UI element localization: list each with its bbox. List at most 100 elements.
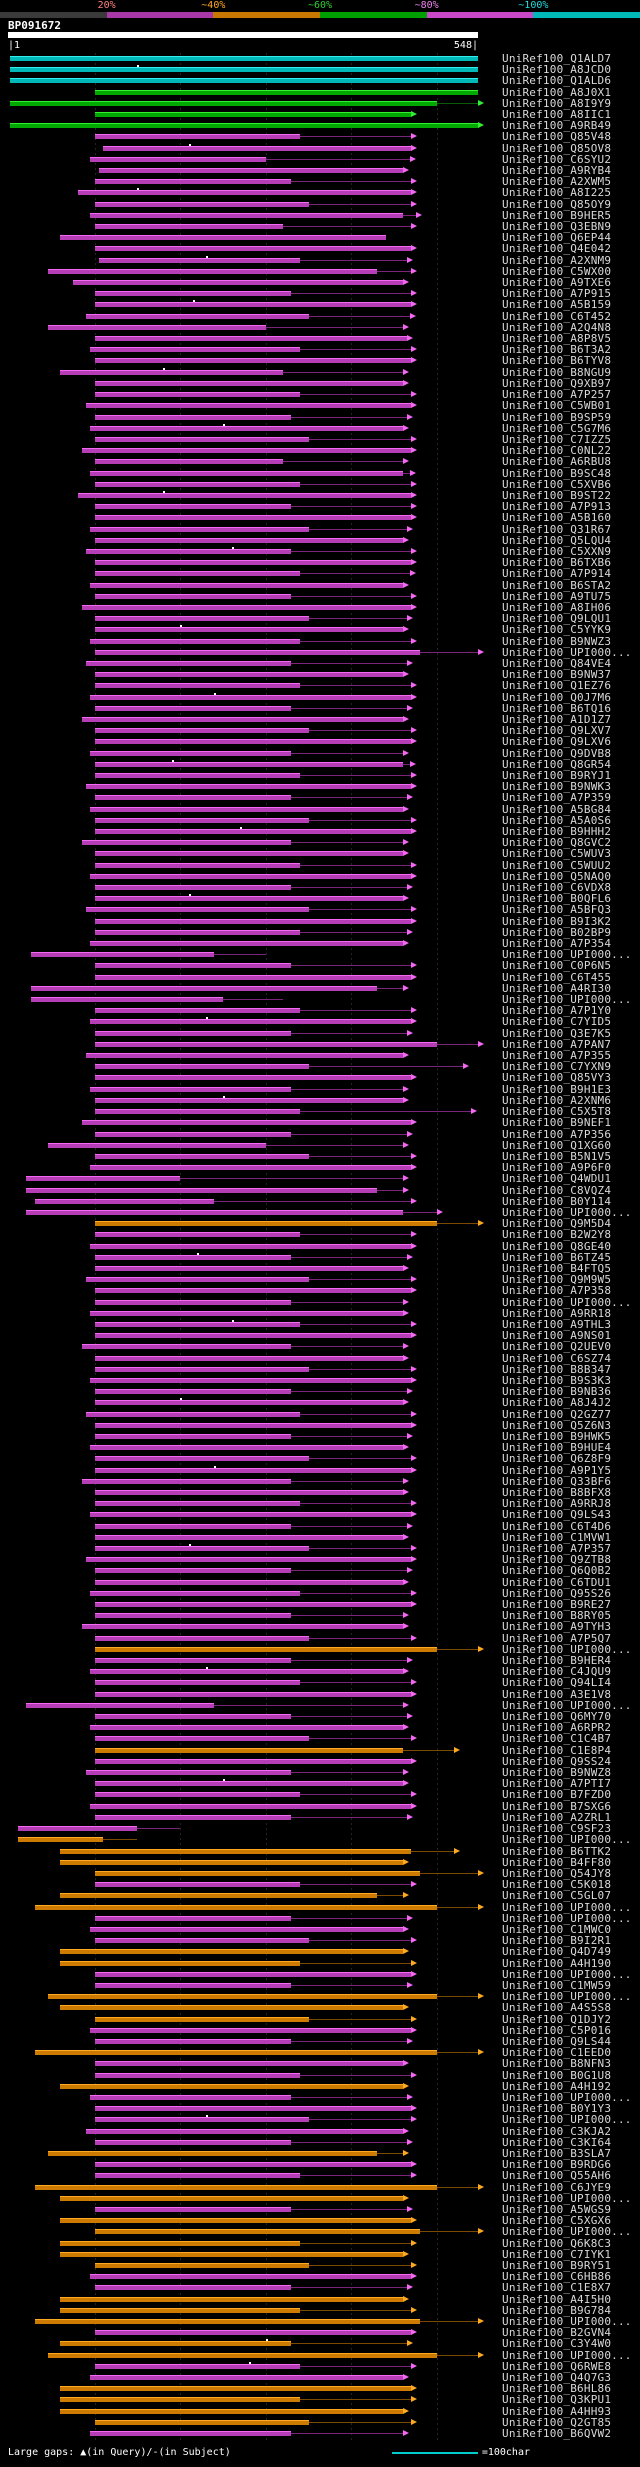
hit-label[interactable]: UniRef100_Q3E7K5 xyxy=(502,1026,612,1040)
hit-label[interactable]: UniRef100_B9HHH2 xyxy=(502,825,612,839)
hit-row[interactable]: UniRef100_A7PTI7 xyxy=(0,1778,640,1789)
hit-row[interactable]: UniRef100_A9RB49 xyxy=(0,120,640,131)
hit-label[interactable]: UniRef100_UPI000... xyxy=(502,2348,632,2362)
hit-label[interactable]: UniRef100_Q84VE4 xyxy=(502,656,612,670)
hit-label[interactable]: UniRef100_A5WGS9 xyxy=(502,2203,612,2216)
hit-label[interactable]: UniRef100_Q55AH6 xyxy=(502,2169,612,2183)
hit-label[interactable]: UniRef100_B0QFL6 xyxy=(502,892,612,906)
hit-row[interactable]: UniRef100_C1C4B7 xyxy=(0,1732,640,1746)
hit-row[interactable]: UniRef100_C5XVB6 xyxy=(0,479,640,490)
hit-label[interactable]: UniRef100_Q5LQU4 xyxy=(502,533,612,547)
hit-label[interactable]: UniRef100_B9SC48 xyxy=(502,466,612,480)
hit-row[interactable]: UniRef100_Q9M5D4 xyxy=(0,1218,640,1229)
hit-row[interactable]: UniRef100_B6TZ45 xyxy=(0,1252,640,1263)
hit-label[interactable]: UniRef100_Q1XG60 xyxy=(502,1138,612,1152)
hit-row[interactable]: UniRef100_A7P356 xyxy=(0,1128,640,1140)
hit-row[interactable]: UniRef100_B9RDG6 xyxy=(0,2159,640,2170)
hit-label[interactable]: UniRef100_Q6RWE8 xyxy=(502,2359,612,2373)
hit-row[interactable]: UniRef100_B9RE27 xyxy=(0,1599,640,1610)
hit-row[interactable]: UniRef100_A7P1Y0 xyxy=(0,1005,640,1016)
hit-label[interactable]: UniRef100_Q2GT85 xyxy=(502,2415,612,2429)
hit-label[interactable]: UniRef100_UPI000... xyxy=(502,2225,632,2239)
hit-row[interactable]: UniRef100_A2XNM6 xyxy=(0,1095,640,1106)
hit-row[interactable]: UniRef100_C0NL22 xyxy=(0,445,640,456)
hit-row[interactable]: UniRef100_UPI000... xyxy=(0,994,640,1005)
hit-label[interactable]: UniRef100_UPI000... xyxy=(502,1911,632,1925)
hit-row[interactable]: UniRef100_B02BP9 xyxy=(0,927,640,938)
hit-label[interactable]: UniRef100_B7SXG6 xyxy=(502,1799,612,1813)
hit-row[interactable]: UniRef100_B9ST22 xyxy=(0,490,640,501)
hit-label[interactable]: UniRef100_C7IZZ5 xyxy=(502,432,612,446)
hit-label[interactable]: UniRef100_A7P359 xyxy=(502,791,612,805)
hit-label[interactable]: UniRef100_B6QVW2 xyxy=(502,2427,612,2441)
hit-row[interactable]: UniRef100_B8B347 xyxy=(0,1364,640,1375)
hit-label[interactable]: UniRef100_Q6MY70 xyxy=(502,1710,612,1724)
hit-label[interactable]: UniRef100_Q9SS24 xyxy=(502,1754,612,1768)
hit-row[interactable]: UniRef100_B9RY51 xyxy=(0,2260,640,2271)
hit-row[interactable]: UniRef100_A5BG84 xyxy=(0,803,640,815)
hit-label[interactable]: UniRef100_B4FTQ5 xyxy=(502,1261,612,1275)
hit-row[interactable]: UniRef100_C6SYU2 xyxy=(0,154,640,165)
hit-row[interactable]: UniRef100_C5GL07 xyxy=(0,1889,640,1903)
hit-label[interactable]: UniRef100_A2Q4N8 xyxy=(502,320,612,334)
hit-label[interactable]: UniRef100_Q4WDU1 xyxy=(502,1172,612,1186)
hit-label[interactable]: UniRef100_C6SZ74 xyxy=(502,1351,612,1365)
hit-label[interactable]: UniRef100_A5B160 xyxy=(502,511,612,525)
hit-row[interactable]: UniRef100_UPI000... xyxy=(0,1991,640,2002)
hit-row[interactable]: UniRef100_UPI000... xyxy=(0,1700,640,1711)
hit-label[interactable]: UniRef100_C3Y4W0 xyxy=(502,2337,612,2351)
hit-row[interactable]: UniRef100_B9HER5 xyxy=(0,210,640,221)
hit-label[interactable]: UniRef100_C1MW59 xyxy=(502,1978,612,1992)
hit-row[interactable]: UniRef100_C5XGX6 xyxy=(0,2215,640,2226)
hit-label[interactable]: UniRef100_UPI000... xyxy=(502,2315,632,2329)
hit-label[interactable]: UniRef100_A9NS01 xyxy=(502,1329,612,1343)
hit-row[interactable]: UniRef100_C7IYK1 xyxy=(0,2249,640,2260)
hit-row[interactable]: UniRef100_B0Y1Y3 xyxy=(0,2103,640,2114)
hit-label[interactable]: UniRef100_B9RYJ1 xyxy=(502,769,612,782)
hit-row[interactable]: UniRef100_A5WGS9 xyxy=(0,2204,640,2215)
hit-row[interactable]: UniRef100_B9NWZ8 xyxy=(0,1767,640,1778)
hit-label[interactable]: UniRef100_Q2UEV0 xyxy=(502,1340,612,1354)
hit-label[interactable]: UniRef100_Q94LI4 xyxy=(502,1676,612,1690)
hit-label[interactable]: UniRef100_B9H1E3 xyxy=(502,1082,612,1096)
hit-row[interactable]: UniRef100_B9RYJ1 xyxy=(0,770,640,781)
hit-label[interactable]: UniRef100_C5XXN9 xyxy=(502,544,612,558)
hit-row[interactable]: UniRef100_C5WUU2 xyxy=(0,859,640,871)
hit-label[interactable]: UniRef100_B9NWZ3 xyxy=(502,634,612,648)
hit-label[interactable]: UniRef100_C7YID5 xyxy=(502,1015,612,1029)
hit-label[interactable]: UniRef100_B9NEF1 xyxy=(502,1116,612,1130)
hit-label[interactable]: UniRef100_C1C4B7 xyxy=(502,1732,612,1746)
hit-row[interactable]: UniRef100_C1MVW1 xyxy=(0,1532,640,1543)
hit-label[interactable]: UniRef100_B6HL86 xyxy=(502,2382,612,2396)
hit-row[interactable]: UniRef100_Q9SS24 xyxy=(0,1756,640,1767)
hit-label[interactable]: UniRef100_A1D1Z7 xyxy=(502,712,612,726)
hit-label[interactable]: UniRef100_Q9M9W5 xyxy=(502,1273,612,1287)
hit-row[interactable]: UniRef100_Q55AH6 xyxy=(0,2169,640,2183)
hit-row[interactable]: UniRef100_Q9DVB8 xyxy=(0,747,640,759)
hit-row[interactable]: UniRef100_C4JQU9 xyxy=(0,1666,640,1677)
hit-label[interactable]: UniRef100_B8NGU9 xyxy=(502,365,612,379)
hit-label[interactable]: UniRef100_UPI000... xyxy=(502,2191,632,2205)
hit-row[interactable]: UniRef100_Q9LS44 xyxy=(0,2036,640,2047)
hit-label[interactable]: UniRef100_A8IIC1 xyxy=(502,108,612,122)
hit-row[interactable]: UniRef100_Q6Q0B2 xyxy=(0,1565,640,1577)
hit-row[interactable]: UniRef100_B2W2Y8 xyxy=(0,1229,640,1241)
hit-row[interactable]: UniRef100_A7P915 xyxy=(0,288,640,299)
hit-row[interactable]: UniRef100_A8I9Y9 xyxy=(0,98,640,109)
hit-label[interactable]: UniRef100_C5P016 xyxy=(502,2023,612,2037)
hit-label[interactable]: UniRef100_A7P913 xyxy=(502,500,612,514)
hit-label[interactable]: UniRef100_B8RY05 xyxy=(502,1609,612,1623)
hit-row[interactable]: UniRef100_C1MW59 xyxy=(0,1980,640,1991)
hit-row[interactable]: UniRef100_A9TU75 xyxy=(0,591,640,602)
hit-row[interactable]: UniRef100_C5K018 xyxy=(0,1879,640,1890)
hit-row[interactable]: UniRef100_Q84VE4 xyxy=(0,658,640,669)
hit-label[interactable]: UniRef100_A7P1Y0 xyxy=(502,1004,612,1018)
hit-row[interactable]: UniRef100_C3KJA2 xyxy=(0,2125,640,2137)
hit-row[interactable]: UniRef100_UPI000... xyxy=(0,1913,640,1924)
hit-label[interactable]: UniRef100_Q0J7M6 xyxy=(502,690,612,704)
hit-label[interactable]: UniRef100_B9RDG6 xyxy=(502,2158,612,2172)
hit-label[interactable]: UniRef100_A9P1Y5 xyxy=(502,1463,612,1477)
hit-row[interactable]: UniRef100_Q1ALD7 xyxy=(0,53,640,64)
hit-label[interactable]: UniRef100_A9RB49 xyxy=(502,119,612,133)
hit-label[interactable]: UniRef100_C5GL07 xyxy=(502,1889,612,1903)
